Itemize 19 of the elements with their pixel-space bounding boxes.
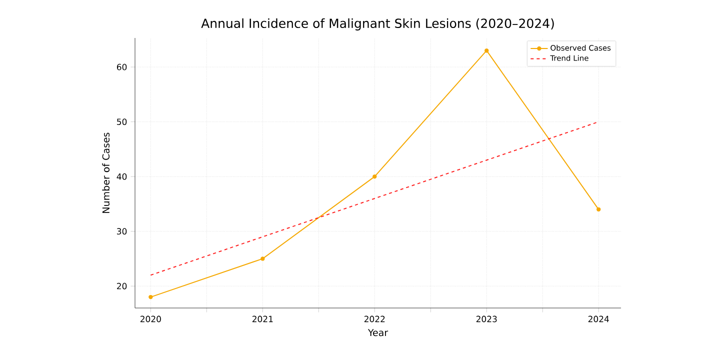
x-tick-label: 2021 xyxy=(252,316,273,322)
x-tick-label: 2023 xyxy=(476,316,497,322)
y-tick-label: 20 xyxy=(117,282,127,290)
point xyxy=(148,294,153,300)
point xyxy=(260,256,265,261)
y-tick-label: 60 xyxy=(116,64,127,70)
y-tick-label: 40 xyxy=(116,173,127,180)
x-axis-title: Year xyxy=(368,329,388,336)
x-tick-label: 2024 xyxy=(588,316,609,322)
x-tick-label: 2022 xyxy=(364,316,385,322)
chart-title: Annual Incidence of Malignant Skin Lesions (2020–2024) xyxy=(201,18,554,30)
y-tick-label: 50 xyxy=(117,118,127,126)
point xyxy=(596,207,601,212)
y-tick-label: 30 xyxy=(117,228,127,235)
line-series xyxy=(150,121,600,276)
x-tick-label: 2020 xyxy=(140,316,161,322)
y-axis-title: Number of Cases xyxy=(102,132,110,213)
point xyxy=(484,48,489,53)
point xyxy=(372,174,377,179)
